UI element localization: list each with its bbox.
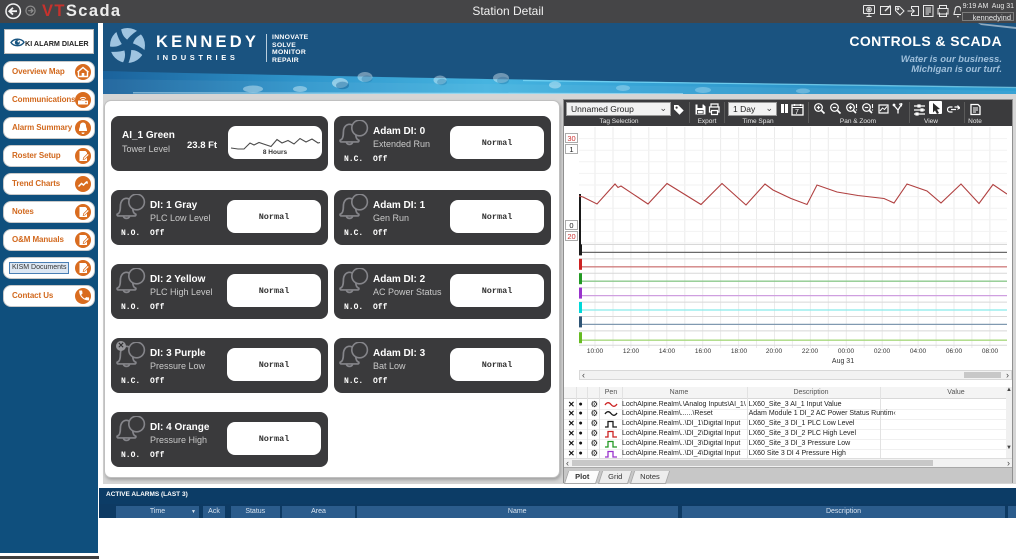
svg-text:7: 7 — [795, 109, 799, 116]
